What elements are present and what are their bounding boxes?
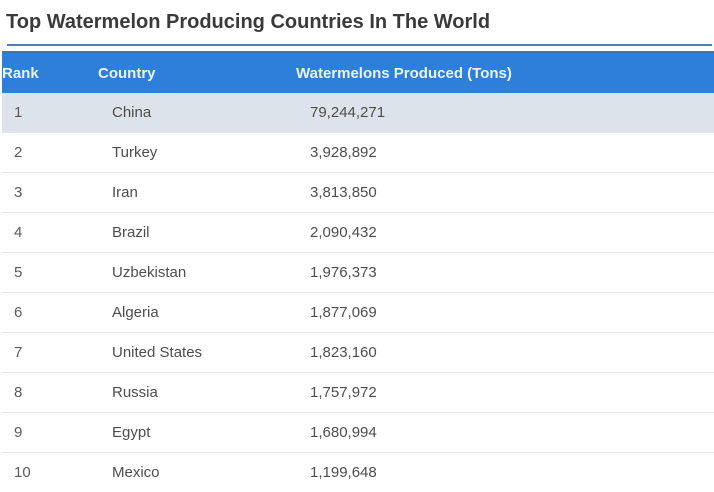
cell-country: Algeria [98,292,296,333]
cell-country: Turkey [98,132,296,173]
cell-rank: 9 [2,412,98,453]
table-row: 7 United States 1,823,160 [2,332,714,373]
table-row: 2 Turkey 3,928,892 [2,132,714,173]
cell-rank: 8 [2,372,98,413]
cell-produced: 2,090,432 [296,212,714,253]
cell-country: Brazil [98,212,296,253]
cell-country: Mexico [98,452,296,492]
cell-rank: 3 [2,172,98,213]
page: Top Watermelon Producing Countries In Th… [0,9,714,492]
cell-country: Egypt [98,412,296,453]
cell-rank: 1 [2,92,98,133]
cell-rank: 2 [2,132,98,173]
cell-produced: 1,877,069 [296,292,714,333]
column-header-produced: Watermelons Produced (Tons) [296,51,714,93]
table-row: 10 Mexico 1,199,648 [2,452,714,492]
table-row: 4 Brazil 2,090,432 [2,212,714,253]
table-row: 6 Algeria 1,877,069 [2,292,714,333]
cell-produced: 1,823,160 [296,332,714,373]
cell-country: Russia [98,372,296,413]
cell-rank: 6 [2,292,98,333]
cell-country: Iran [98,172,296,213]
watermelon-production-table: Rank Country Watermelons Produced (Tons)… [2,51,714,492]
cell-produced: 1,680,994 [296,412,714,453]
cell-produced: 79,244,271 [296,92,714,133]
table-row: 9 Egypt 1,680,994 [2,412,714,453]
title-underline [7,44,712,46]
cell-rank: 7 [2,332,98,373]
table-row: 3 Iran 3,813,850 [2,172,714,213]
cell-produced: 3,813,850 [296,172,714,213]
column-header-country: Country [98,51,296,93]
cell-country: United States [98,332,296,373]
table-row: 5 Uzbekistan 1,976,373 [2,252,714,293]
cell-produced: 1,757,972 [296,372,714,413]
table-header-row: Rank Country Watermelons Produced (Tons) [2,51,714,93]
cell-produced: 1,199,648 [296,452,714,492]
cell-rank: 10 [2,452,98,492]
cell-rank: 4 [2,212,98,253]
cell-produced: 1,976,373 [296,252,714,293]
table-head: Rank Country Watermelons Produced (Tons) [2,51,714,93]
table-body: 1 China 79,244,271 2 Turkey 3,928,892 3 Iran 3,8… [2,92,714,492]
cell-rank: 5 [2,252,98,293]
cell-country: Uzbekistan [98,252,296,293]
cell-country: China [98,92,296,133]
cell-produced: 3,928,892 [296,132,714,173]
table-row: 1 China 79,244,271 [2,92,714,133]
table-row: 8 Russia 1,757,972 [2,372,714,413]
column-header-rank: Rank [2,51,98,93]
page-title: Top Watermelon Producing Countries In Th… [6,11,491,33]
